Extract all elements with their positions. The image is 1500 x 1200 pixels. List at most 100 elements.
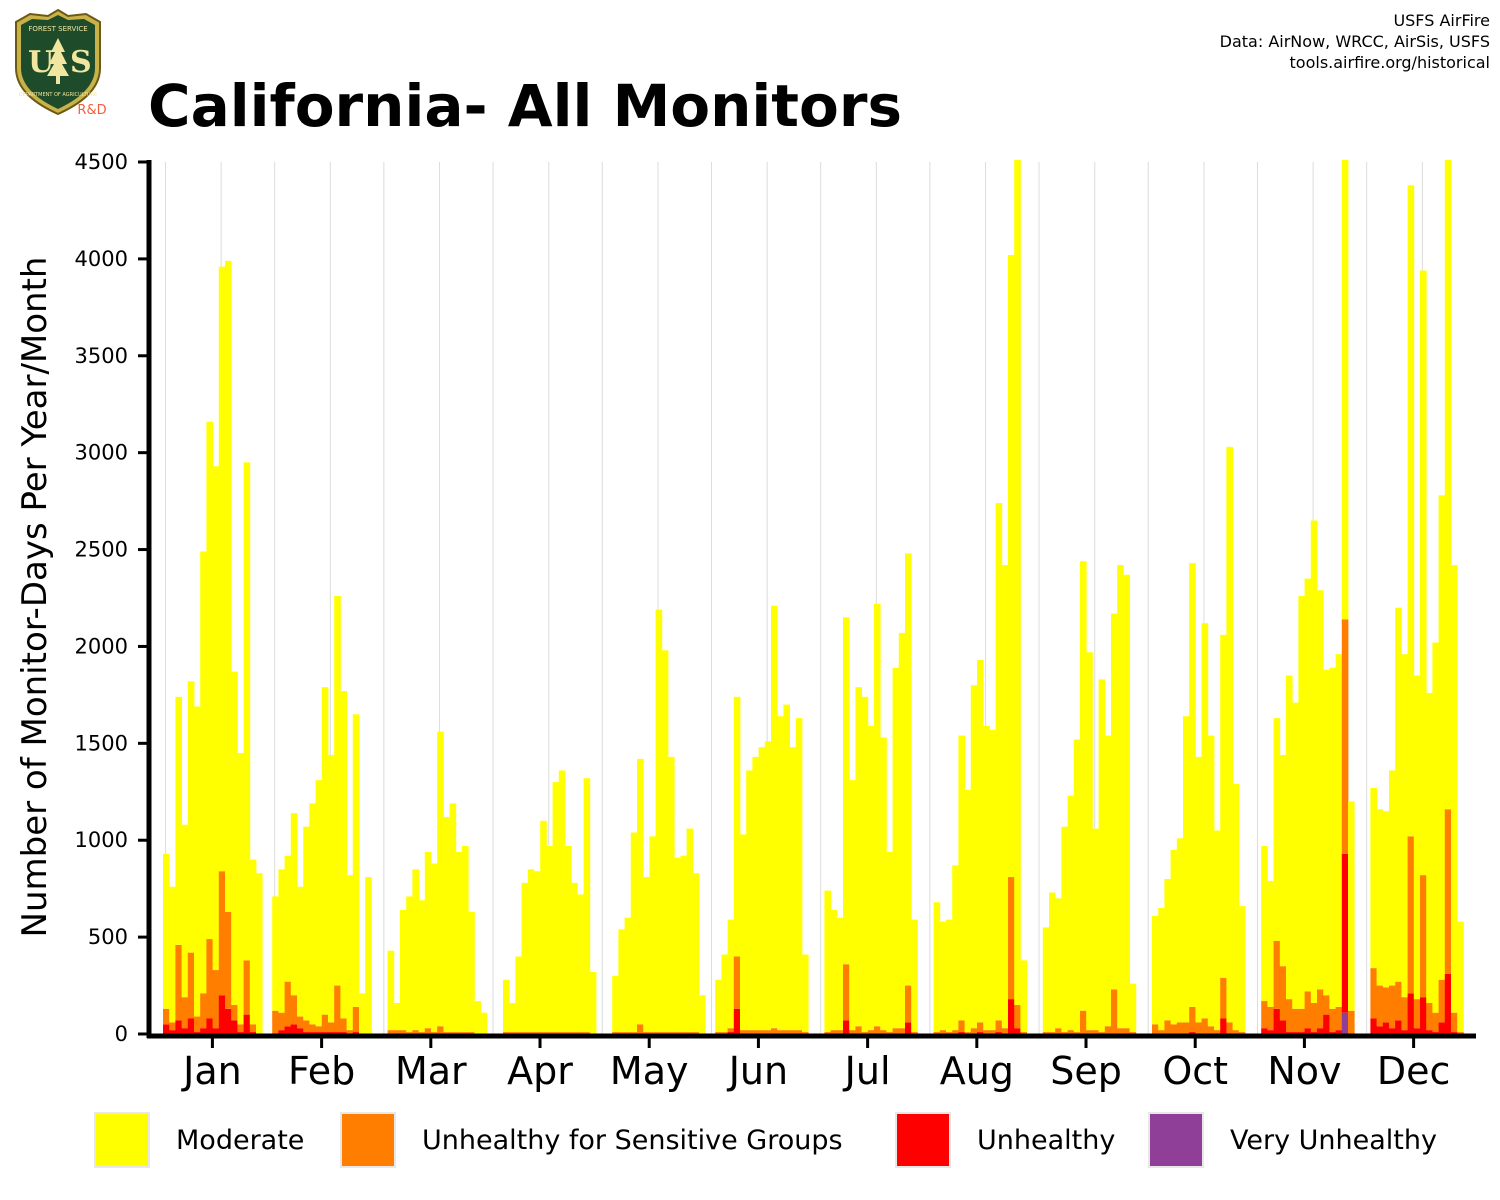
bar-segment: [1413, 675, 1421, 1000]
bar-segment: [727, 1028, 735, 1033]
bar-segment: [175, 944, 182, 1021]
bar-segment: [1382, 811, 1390, 988]
bar-segment: [393, 1002, 401, 1031]
bar-segment: [571, 882, 578, 1033]
bar-segment: [1001, 1028, 1009, 1034]
bar-segment: [911, 919, 918, 1033]
bar-segment: [1123, 1028, 1130, 1034]
bar-segment: [1195, 1022, 1202, 1034]
bar-segment: [290, 813, 298, 996]
bar-segment: [977, 1022, 984, 1033]
credit-url: tools.airfire.org/historical: [1289, 53, 1490, 72]
bar-segment: [328, 754, 335, 1023]
y-tick-label: 3500: [75, 344, 128, 368]
bar-segment: [1042, 1032, 1050, 1034]
bar-segment: [256, 873, 263, 1034]
bar-segment: [892, 1028, 900, 1034]
bar-segment: [686, 1032, 694, 1034]
bar-segment: [874, 1026, 881, 1034]
bar-segment: [340, 691, 347, 1019]
bar-segment: [740, 834, 747, 1031]
bar-segment: [1389, 985, 1396, 1029]
bar-segment: [1220, 1018, 1227, 1034]
bar-segment: [752, 756, 759, 1031]
bar-segment: [680, 1032, 687, 1034]
bar-segment: [1298, 1008, 1305, 1033]
bar-segment: [1298, 1032, 1305, 1034]
legend-item-usg: Unhealthy for Sensitive Groups: [340, 1112, 843, 1168]
bar-segment: [1055, 898, 1062, 1029]
bar-segment: [958, 1032, 965, 1034]
x-tick-label: Aug: [940, 1049, 1014, 1093]
bar-segment: [795, 718, 803, 1031]
bar-segment: [1214, 1030, 1221, 1034]
bar-segment: [867, 725, 875, 1031]
bar-segment: [462, 1032, 469, 1034]
bar-segment: [624, 917, 632, 1033]
bar-segment: [643, 877, 650, 1033]
bar-segment: [977, 660, 984, 1023]
bar-segment: [503, 979, 510, 1033]
bar-segment: [237, 1024, 244, 1033]
bar-segment: [515, 1032, 522, 1034]
bar-segment: [175, 696, 182, 945]
bar-segment: [315, 1026, 323, 1033]
bar-segment: [1413, 1028, 1421, 1034]
bar-segment: [328, 1032, 335, 1034]
bar-segment: [534, 871, 541, 1033]
bar-segment: [771, 605, 778, 1029]
credit-source: USFS AirFire: [1393, 11, 1490, 30]
bar-segment: [534, 1032, 541, 1034]
stacked-bar-chart: 0 500 1000 1500 2000 2500 3000 3500 4000 4500 Jan…: [15, 150, 1476, 1093]
bar-segment: [1086, 1030, 1093, 1034]
bar-segment: [977, 1032, 984, 1034]
bar-segment: [418, 1032, 426, 1034]
bar-segment: [1238, 906, 1246, 1033]
bar-segment: [1170, 849, 1178, 1025]
bar-segment: [181, 824, 189, 998]
bar-segment: [989, 1030, 996, 1034]
bar-segment: [200, 1028, 207, 1034]
bar-segment: [200, 993, 207, 1029]
bar-segment: [340, 1032, 347, 1034]
bar-segment: [843, 617, 850, 965]
bar-segment: [243, 1014, 251, 1034]
bar-segment: [552, 1032, 560, 1034]
bar-segment: [1286, 1032, 1293, 1034]
bar-segment: [655, 609, 663, 1033]
usfs-logo: FOREST SERVICE U S DEPARTMENT OF AGRICUL…: [15, 8, 107, 118]
bar-segment: [983, 1030, 990, 1034]
bar-segment: [1261, 846, 1268, 1002]
bar-segment: [970, 1028, 978, 1034]
bar-segment: [462, 846, 469, 1033]
bar-segment: [1432, 1012, 1439, 1033]
legend: Moderate Unhealthy for Sensitive Groups …: [0, 1105, 1500, 1175]
bar-segment: [474, 1001, 481, 1034]
bar-segment: [1329, 667, 1336, 1009]
bar-segment: [1261, 1028, 1268, 1034]
legend-label-usg: Unhealthy for Sensitive Groups: [422, 1124, 843, 1156]
bar-segment: [795, 1030, 803, 1034]
bar-segment: [194, 1032, 201, 1034]
bar-segment: [1413, 999, 1421, 1029]
bar-segment: [1073, 739, 1081, 1033]
bar-segment: [898, 1028, 906, 1034]
bar-segment: [577, 1032, 584, 1034]
bar-segment: [1292, 1032, 1299, 1034]
bar-segment: [1304, 991, 1312, 1029]
bar-segment: [1451, 1032, 1458, 1034]
bar-segment: [1092, 1030, 1099, 1034]
bar-segment: [824, 1032, 831, 1034]
bar-segment: [1310, 1032, 1318, 1034]
bar-segment: [1195, 756, 1202, 1023]
bar-segment: [905, 1022, 912, 1034]
bar-segment: [1457, 921, 1464, 1033]
bar-segment: [449, 803, 457, 1033]
x-tick-label: Dec: [1377, 1049, 1451, 1093]
bar-segment: [187, 681, 195, 953]
bar-segment: [952, 865, 959, 1031]
bar-segment: [1267, 880, 1274, 1007]
bar-segment: [1183, 1022, 1190, 1034]
bar-segment: [303, 826, 310, 1021]
bar-segment: [412, 869, 419, 1031]
